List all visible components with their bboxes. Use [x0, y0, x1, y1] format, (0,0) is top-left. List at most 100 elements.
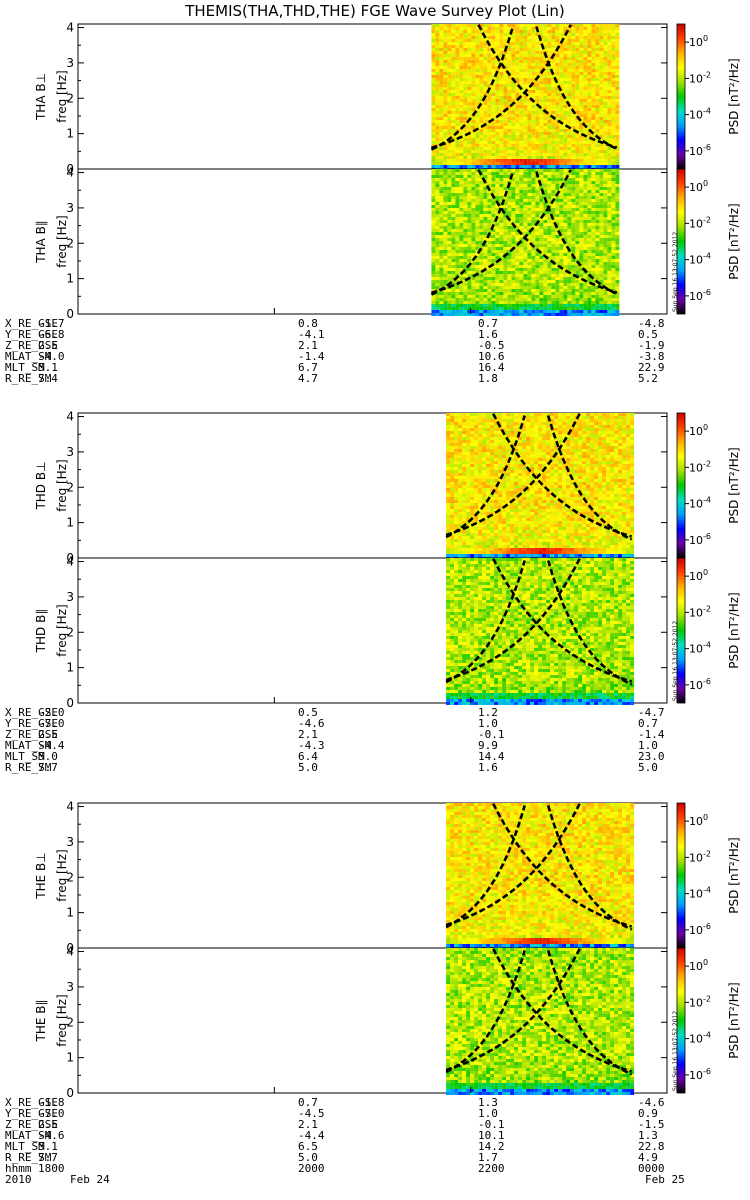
ephemeris-value: 0.5 — [638, 328, 658, 341]
ephemeris-value: -1.4 — [298, 350, 325, 363]
ephemeris-value: 1.6 — [478, 761, 498, 774]
colorbar-tick-label: 10-4 — [689, 496, 711, 511]
ephemeris-value: -4.3 — [298, 739, 325, 752]
colorbar-tick-label: 10-6 — [689, 922, 711, 937]
colorbar-tick-label: 10-6 — [689, 677, 711, 692]
spectrogram-data — [446, 948, 635, 1095]
cyclotron-curve — [492, 558, 633, 683]
ephemeris-value: 7.7 — [38, 761, 58, 774]
colorbar-tick-label: 10-2 — [689, 994, 711, 1009]
ephemeris-value: 0.7 — [638, 717, 658, 730]
ephemeris-value: 2.1 — [298, 728, 318, 741]
ephemeris-value: -7.0 — [38, 717, 65, 730]
colorbar-tick-label: 10-6 — [689, 143, 711, 158]
date-year-label: 2010 — [5, 1173, 32, 1186]
y-tick-label: 4 — [66, 945, 74, 959]
colorbar-tick-label: 10-2 — [689, 604, 711, 619]
spectrogram-data — [446, 413, 635, 560]
cyclotron-curve — [535, 26, 618, 151]
ephemeris-value: -4.6 — [38, 1129, 65, 1142]
spectrogram-panel: 0 1 2 3 4 THE B∥ freq [Hz] 100 10-2 10-4 10-6 PSD [… — [34, 945, 741, 1100]
ephemeris-value: 2.5 — [38, 1118, 58, 1131]
colorbar — [676, 168, 686, 315]
colorbar-tick-label: 10-6 — [689, 288, 711, 303]
ephemeris-row-name: MLT_SM — [5, 750, 45, 763]
colorbar — [676, 802, 686, 949]
colorbar — [676, 947, 686, 1094]
colorbar-tick-label: 100 — [689, 34, 708, 49]
ephemeris-row-name: MLAT_SM — [5, 350, 52, 363]
ephemeris-value: -4.8 — [638, 317, 665, 330]
ephemeris-value: 5.0 — [298, 1151, 318, 1164]
ephemeris-value: -6.8 — [38, 328, 65, 341]
ephemeris-value: -0.1 — [478, 728, 505, 741]
ephemeris-value: 14.2 — [478, 1140, 505, 1153]
y-axis-label: freq [Hz] — [55, 70, 69, 122]
colorbar-label: PSD [nT²/Hz] — [727, 447, 741, 523]
ephemeris-row-name: Z_RE_GSE — [5, 339, 58, 352]
y-tick-label: 1 — [66, 1051, 74, 1065]
colorbar-tick-label: 100 — [689, 179, 708, 194]
colorbar — [676, 557, 686, 704]
generation-timestamp: Sun Sep 16 13:07:52 2012 — [672, 621, 679, 701]
ephemeris-value: 10.1 — [478, 1129, 505, 1142]
ephemeris-value: 1.3 — [638, 1129, 658, 1142]
ephemeris-value: -4.4 — [298, 1129, 325, 1142]
y-tick-label: 1 — [66, 906, 74, 920]
colorbar-tick-label: 10-6 — [689, 1067, 711, 1082]
ephemeris-row-name: R_RE_SM — [5, 1151, 52, 1164]
ephemeris-value: 2.1 — [298, 1118, 318, 1131]
y-axis-label: freq [Hz] — [55, 459, 69, 511]
spectrogram-panel: 0 1 2 3 4 THA B⊥ freq [Hz] 100 10-2 10-4 10-6 PSD [… — [34, 21, 741, 176]
ephemeris-value: -0.1 — [478, 1118, 505, 1131]
y-tick-label: 0 — [66, 1086, 74, 1100]
y-tick-label: 2 — [66, 480, 74, 494]
ephemeris-value: 10.6 — [478, 350, 505, 363]
cyclotron-curve — [431, 24, 572, 150]
y-tick-label: 1 — [66, 661, 74, 675]
y-tick-label: 0 — [66, 551, 74, 565]
ephemeris-value: 6.7 — [298, 361, 318, 374]
ephemeris-value: 1.7 — [478, 1151, 498, 1164]
cyclotron-curve — [430, 26, 515, 151]
ephemeris-value: -1.7 — [38, 317, 65, 330]
y-tick-label: 0 — [66, 162, 74, 176]
generation-timestamp: Sun Sep 16 13:07:52 2012 — [672, 232, 679, 312]
panel-label: THE B∥ — [34, 1000, 48, 1043]
ephemeris-value: 16.4 — [478, 361, 505, 374]
ephemeris-row-name: R_RE_SM — [5, 372, 52, 385]
ephemeris-value: 6.5 — [298, 1140, 318, 1153]
generation-timestamp: Sun Sep 16 13:07:52 2012 — [672, 1011, 679, 1091]
ephemeris-row-name: MLAT_SM — [5, 739, 52, 752]
ephemeris-row-name: Y_RE_GSE — [5, 1107, 58, 1120]
colorbar — [676, 412, 686, 559]
colorbar-tick-label: 100 — [689, 813, 708, 828]
spectrogram-panel: 0 1 2 3 4 THE B⊥ freq [Hz] 100 10-2 10-4 10-6 PSD [… — [34, 800, 741, 955]
panel-label: THE B⊥ — [34, 852, 48, 899]
ephemeris-value: -1.4 — [638, 728, 665, 741]
colorbar-label: PSD [nT²/Hz] — [727, 203, 741, 279]
spectrogram-data — [431, 169, 620, 316]
ephemeris-value: 4.7 — [298, 372, 318, 385]
ephemeris-value: 0.5 — [298, 706, 318, 719]
y-axis-label: freq [Hz] — [55, 215, 69, 267]
ephemeris-value: -1.5 — [638, 1118, 665, 1131]
y-tick-label: 3 — [66, 201, 74, 215]
ephemeris-value: 22.9 — [638, 361, 665, 374]
colorbar-label: PSD [nT²/Hz] — [727, 982, 741, 1058]
colorbar-tick-label: 10-2 — [689, 849, 711, 864]
y-tick-label: 3 — [66, 980, 74, 994]
spectrogram-panel: 0 1 2 3 4 THA B∥ freq [Hz] 100 10-2 10-4 10-6 PSD [… — [34, 166, 741, 321]
colorbar-tick-label: 100 — [689, 423, 708, 438]
x-tick-label: 1800 — [38, 1162, 65, 1175]
y-tick-label: 3 — [66, 56, 74, 70]
cyclotron-curve — [445, 803, 581, 927]
y-axis-label: freq [Hz] — [55, 994, 69, 1046]
ephemeris-value: 0.8 — [298, 317, 318, 330]
ephemeris-row-name: Y_RE_GSE — [5, 717, 58, 730]
ephemeris-row-name: X_RE_GSE — [5, 1096, 58, 1109]
ephemeris-value: -3.8 — [638, 350, 665, 363]
ephemeris-row-name: MLAT_SM — [5, 1129, 52, 1142]
y-axis-label: freq [Hz] — [55, 604, 69, 656]
